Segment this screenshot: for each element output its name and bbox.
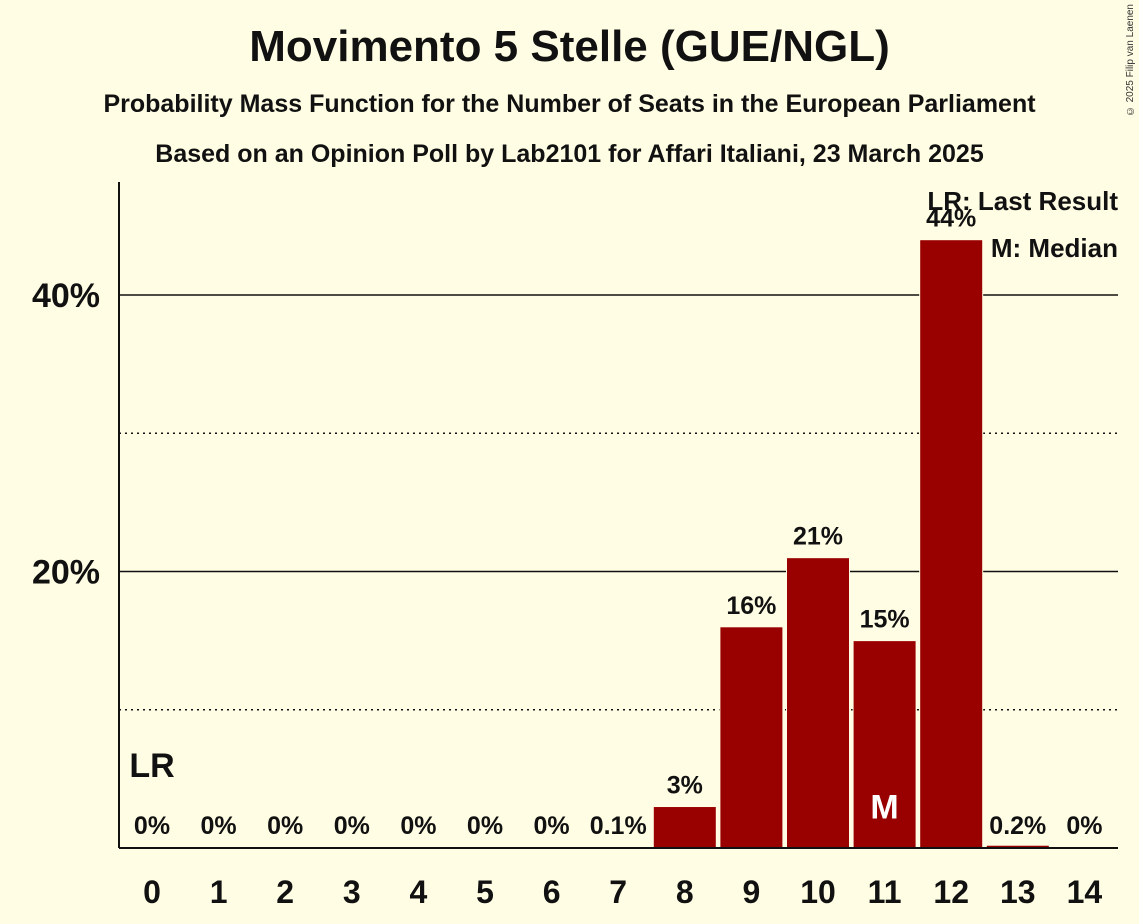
data-label: 0.2% [989,812,1046,840]
bar-seats-9 [719,626,784,849]
x-tick-label: 2 [276,874,294,910]
data-label: 15% [860,606,910,634]
data-label: 0% [534,812,570,840]
x-tick-label: 8 [676,874,694,910]
chart-source: Based on an Opinion Poll by Lab2101 for … [155,140,984,168]
chart-title: Movimento 5 Stelle (GUE/NGL) [249,22,890,71]
data-label: 0.1% [590,812,647,840]
data-label: 0% [201,812,237,840]
x-tick-label: 10 [800,874,836,910]
x-tick-label: 1 [210,874,228,910]
x-tick-label: 7 [609,874,627,910]
x-tick-label: 12 [933,874,969,910]
chart-subtitle: Probability Mass Function for the Number… [103,90,1036,118]
x-tick-label: 9 [743,874,761,910]
data-label: 16% [726,592,776,620]
y-tick-label: 20% [32,554,100,592]
y-tick-label: 40% [32,277,100,315]
data-label: 0% [267,812,303,840]
data-label: 0% [400,812,436,840]
x-tick-label: 3 [343,874,361,910]
x-tick-label: 14 [1067,874,1103,910]
x-tick-label: 5 [476,874,494,910]
x-tick-label: 6 [543,874,561,910]
data-label: 0% [334,812,370,840]
median-marker: M [870,789,898,827]
bar-seats-10 [786,557,850,849]
last-result-marker: LR [129,747,174,785]
x-tick-label: 4 [410,874,428,910]
x-tick-label: 13 [1000,874,1036,910]
legend-median: M: Median [991,233,1118,263]
data-label: 0% [1066,812,1102,840]
data-label: 21% [793,523,843,551]
data-label: 3% [667,772,703,800]
bar-seats-12 [919,239,984,849]
legend-last-result: LR: Last Result [927,186,1118,216]
data-label: 0% [134,812,170,840]
x-tick-label: 11 [868,874,902,910]
data-label: 44% [926,205,976,233]
bar-seats-8 [652,806,717,849]
data-label: 0% [467,812,503,840]
x-tick-label: 0 [143,874,161,910]
